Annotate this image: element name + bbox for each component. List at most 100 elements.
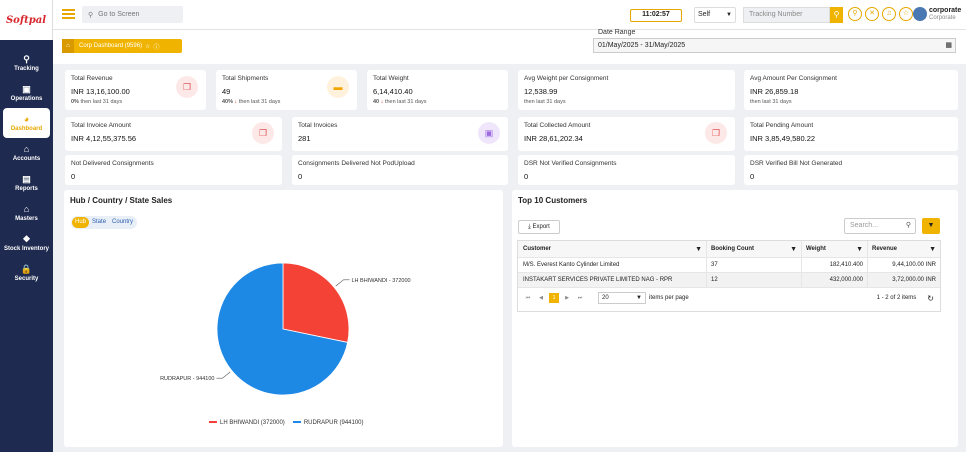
card-title: Total Revenue bbox=[71, 75, 113, 82]
star-icon[interactable]: ☆ bbox=[899, 7, 913, 21]
date-range-label: Date Range bbox=[598, 29, 636, 36]
sidebar: Softpal ⚲ Tracking ▣ Operations ◕ Dashboard… bbox=[0, 0, 53, 452]
filter-icon[interactable]: ▼ bbox=[929, 245, 936, 253]
bell-icon[interactable]: ♫ bbox=[882, 7, 896, 21]
info-icon[interactable]: ⓘ bbox=[153, 44, 160, 51]
card-avg-amount: Avg Amount Per Consignment INR 26,859.18… bbox=[744, 70, 958, 110]
card-value: 49 bbox=[222, 87, 231, 96]
bank-icon: ⌂ bbox=[23, 144, 30, 154]
page-size-value: 20 bbox=[602, 295, 609, 301]
menu-toggle-icon[interactable] bbox=[62, 9, 75, 19]
sidebar-item-stock-inventory[interactable]: ❖ Stock Inventory bbox=[0, 228, 53, 258]
column-header-booking-count[interactable]: Booking Count ▼ bbox=[707, 241, 802, 257]
card-title: DSR Verified Bill Not Generated bbox=[750, 160, 843, 167]
mode-select[interactable]: Self ▼ bbox=[694, 7, 736, 23]
pager-summary: 1 - 2 of 2 items bbox=[876, 295, 917, 301]
sales-panel: Hub / Country / State Sales Hub State Co… bbox=[64, 190, 503, 447]
last-page-button[interactable]: ⏭ bbox=[577, 295, 583, 301]
sidebar-item-accounts[interactable]: ⌂ Accounts bbox=[0, 138, 53, 168]
refresh-icon[interactable]: ↻ bbox=[927, 293, 934, 303]
card-total-invoice-amount: Total Invoice Amount INR 4,12,55,375.56 … bbox=[65, 117, 282, 151]
table-row[interactable]: M/S. Everest Kanto Cylinder Limited 37 1… bbox=[518, 258, 940, 273]
filter-icon[interactable]: ▼ bbox=[856, 245, 863, 253]
id-card-icon: ▣ bbox=[22, 84, 31, 94]
table-row[interactable]: INSTAKART SERVICES PRIVATE LIMITED NAG -… bbox=[518, 273, 940, 288]
card-total-revenue: Total Revenue INR 13,16,100.00 0% then l… bbox=[65, 70, 206, 110]
card-pct: 40% bbox=[222, 99, 234, 105]
card-delivered-not-pod: Consignments Delivered Not PodUpload 0 bbox=[292, 155, 508, 185]
card-value: INR 3,85,49,580.22 bbox=[750, 134, 816, 143]
screen-search[interactable]: ⚲ bbox=[82, 6, 183, 23]
card-title: Not Delivered Consignments bbox=[71, 160, 154, 167]
legend-swatch bbox=[292, 421, 301, 424]
page-button[interactable]: 1 bbox=[549, 293, 559, 303]
filter-icon[interactable]: ▼ bbox=[790, 245, 797, 253]
table-search-input[interactable]: Search... ⚲ bbox=[844, 218, 916, 234]
sidebar-item-label: Stock Inventory bbox=[3, 246, 49, 252]
calendar-icon[interactable]: ▦ bbox=[945, 42, 952, 49]
user-menu[interactable]: corporate Corporate bbox=[913, 5, 963, 25]
sidebar-item-label: Operations bbox=[10, 96, 43, 102]
column-header-customer[interactable]: Customer ▼ bbox=[518, 241, 707, 257]
date-range-input[interactable]: 01/May/2025 - 31/May/2025 ▦ bbox=[593, 38, 956, 53]
card-value: INR 4,12,55,375.56 bbox=[71, 134, 137, 143]
card-sub: then last 31 days bbox=[524, 99, 566, 105]
card-title: Avg Weight per Consignment bbox=[524, 75, 609, 82]
card-title: Total Weight bbox=[373, 75, 409, 82]
legend-item[interactable]: LH BHIWANDI (372000) bbox=[209, 420, 285, 426]
filter-button[interactable]: ▼ bbox=[922, 218, 940, 234]
tab-hub[interactable]: Hub bbox=[72, 217, 90, 228]
sidebar-item-reports[interactable]: ▤ Reports bbox=[0, 168, 53, 198]
sidebar-item-security[interactable]: 🔒 Security bbox=[0, 258, 53, 288]
export-button[interactable]: ⤓ Export bbox=[518, 220, 560, 234]
chart-legend: LH BHIWANDI (372000) RUDRAPUR (944100) bbox=[209, 420, 364, 426]
tracking-number-input[interactable]: Tracking Number bbox=[743, 7, 830, 23]
cell-customer: M/S. Everest Kanto Cylinder Limited bbox=[518, 258, 707, 272]
next-page-button[interactable]: ▶ bbox=[565, 295, 569, 301]
page-size-select[interactable]: 20 ▼ bbox=[598, 292, 646, 304]
tracking-search-button[interactable]: ⚲ bbox=[830, 7, 843, 23]
card-value: 0 bbox=[71, 172, 76, 181]
panel-title: Hub / Country / State Sales bbox=[70, 196, 173, 205]
filter-icon[interactable]: ▼ bbox=[695, 245, 702, 253]
expand-icon[interactable]: ✕ bbox=[865, 7, 879, 21]
card-title: Total Collected Amount bbox=[524, 122, 591, 129]
card-value: 0 bbox=[298, 172, 303, 181]
tab-country[interactable]: Country bbox=[112, 219, 134, 225]
first-page-button[interactable]: ⏮ bbox=[525, 295, 531, 301]
pie-slice-lh-bhiwandi[interactable] bbox=[282, 262, 350, 343]
sidebar-item-tracking[interactable]: ⚲ Tracking bbox=[0, 48, 53, 78]
pie-chart: LH BHIWANDI - 372000 RUDRAPUR - 944100 bbox=[160, 262, 411, 396]
breadcrumb[interactable]: ⌂ Corp Dashboard (9596) ☆ ⓘ bbox=[62, 39, 182, 53]
sidebar-item-label: Tracking bbox=[14, 66, 39, 72]
card-sub: 40 ↓ then last 31 days bbox=[373, 99, 502, 105]
location-icon[interactable]: ⚲ bbox=[848, 7, 862, 21]
prev-page-button[interactable]: ◀ bbox=[539, 295, 543, 301]
avatar bbox=[913, 7, 927, 21]
screen-search-input[interactable] bbox=[98, 11, 169, 18]
card-sub-text: then last 31 days bbox=[384, 99, 427, 105]
pie-leader-line bbox=[216, 371, 231, 379]
legend-item[interactable]: RUDRAPUR (944100) bbox=[292, 420, 364, 426]
package-icon: ▬ bbox=[327, 76, 349, 98]
card-total-weight: Total Weight 6,14,410.40 40 ↓ then last … bbox=[367, 70, 508, 110]
column-header-weight[interactable]: Weight ▼ bbox=[802, 241, 868, 257]
card-sub: 40% ↓ then last 31 days bbox=[222, 99, 351, 105]
file-icon: ▤ bbox=[22, 174, 31, 184]
column-header-revenue[interactable]: Revenue ▼ bbox=[872, 245, 936, 253]
logo: Softpal bbox=[0, 0, 53, 40]
lock-icon: 🔒 bbox=[20, 264, 33, 274]
sidebar-item-dashboard[interactable]: ◕ Dashboard bbox=[3, 108, 50, 138]
tab-state[interactable]: State bbox=[92, 219, 107, 225]
cell-revenue: 3,72,000.00 INR bbox=[892, 277, 936, 283]
sidebar-item-masters[interactable]: ⌂ Masters bbox=[0, 198, 53, 228]
card-value: 0 bbox=[524, 172, 529, 181]
pie-slice-rudrapur[interactable] bbox=[216, 262, 349, 396]
home-icon[interactable]: ⌂ bbox=[62, 39, 74, 53]
sidebar-item-operations[interactable]: ▣ Operations bbox=[0, 78, 53, 108]
card-avg-weight: Avg Weight per Consignment 12,538.99 the… bbox=[518, 70, 735, 110]
cell-booking-count: 37 bbox=[707, 258, 802, 272]
card-total-invoices: Total Invoices 281 ▣ bbox=[292, 117, 508, 151]
breadcrumb-bar: ⌂ Corp Dashboard (9596) ☆ ⓘ Date Range 0… bbox=[53, 29, 966, 64]
star-icon[interactable]: ☆ bbox=[145, 43, 151, 50]
